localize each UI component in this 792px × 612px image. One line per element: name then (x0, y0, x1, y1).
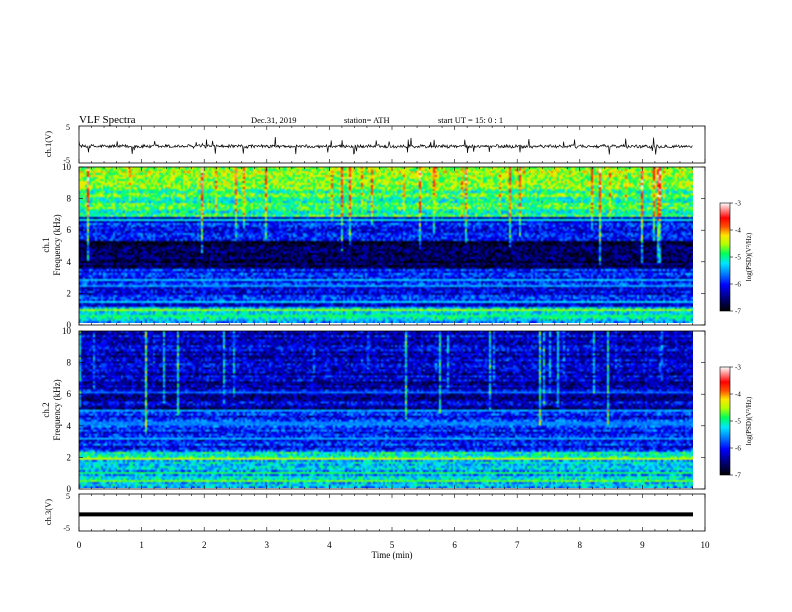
waveform-ch1-panel: 5 -5 ch.1(V) (43, 123, 706, 165)
x-tick-label: 10 (701, 540, 711, 550)
y-tick-label: 8 (67, 358, 72, 368)
y-tick-label: 8 (67, 194, 72, 204)
waveform-ch3-ytick-bottom: -5 (63, 524, 70, 533)
colorbar-ch1-ticks: -3 -4 -5 -6 -7 (730, 200, 741, 316)
x-tick-label: 4 (327, 540, 332, 550)
x-tick-label: 8 (578, 540, 583, 550)
colorbar-ch1-label: log(PSD)(V²/Hz) (745, 232, 753, 281)
spectrogram-ch2-image (79, 331, 693, 488)
colorbar-tick-label: -4 (735, 227, 741, 235)
waveform-ch1-ylabel: ch.1(V) (43, 131, 53, 157)
colorbar-tick-label: -7 (735, 472, 741, 480)
spectrogram-ch1-image (79, 167, 693, 323)
x-tick-label: 9 (640, 540, 645, 550)
colorbar-tick-label: -5 (735, 254, 741, 262)
colorbar-ch2 (719, 366, 731, 476)
colorbar-tick-label: -6 (735, 281, 741, 289)
x-tick-label: 6 (452, 540, 457, 550)
waveform-ch3-ytick-top: 5 (66, 492, 70, 501)
spectrogram-ch1-ylabel: Frequency (kHz) (52, 214, 62, 275)
colorbar-ch2-label: log(PSD)(V²/Hz) (745, 396, 753, 445)
start-time-label: start UT = 15: 0 : 1 (438, 115, 503, 125)
colorbar-tick-label: -3 (735, 200, 741, 208)
figure-title: VLF Spectra (79, 114, 136, 126)
colorbar-ch2-ticks: -3 -4 -5 -6 -7 (730, 364, 741, 480)
y-tick-label: 2 (67, 452, 72, 462)
waveform-ch3-ylabel: ch.3(V) (43, 499, 53, 525)
waveform-ch1-ytick-top: 5 (66, 123, 70, 132)
colorbar-tick-label: -6 (735, 445, 741, 453)
y-tick-label: 4 (67, 421, 72, 431)
spectrogram-ch2-xticks (78, 331, 706, 489)
x-tick-label: 3 (265, 540, 270, 550)
colorbar-tick-label: -7 (735, 308, 741, 316)
y-tick-label: 10 (62, 162, 72, 172)
waveform-ch1-frame (78, 125, 706, 164)
waveform-ch3-panel: 5 -5 ch.3(V) (43, 492, 706, 533)
spectrogram-ch1-xticks (78, 167, 706, 325)
colorbar-ch1 (719, 202, 731, 312)
x-tick-label: 1 (139, 540, 144, 550)
y-tick-label: 6 (67, 225, 72, 235)
waveform-ch3-ticks (78, 494, 706, 531)
x-tick-label: 0 (77, 540, 82, 550)
spectrogram-ch2-yticks: 0 2 4 6 8 10 (62, 326, 705, 494)
spectrogram-ch2-side-label: ch.2 (41, 402, 51, 417)
colorbar-tick-label: -5 (735, 418, 741, 426)
x-tick-label: 5 (390, 540, 395, 550)
y-tick-label: 4 (67, 257, 72, 267)
spectrogram-ch1-side-label: ch.1 (41, 237, 51, 252)
x-axis-label: Time (min) (372, 550, 413, 560)
y-tick-label: 0 (67, 484, 72, 494)
waveform-ch1-ticks (78, 126, 706, 163)
y-tick-label: 10 (62, 326, 72, 336)
waveform-ch1-trace (78, 136, 693, 155)
date-label: Dec.31, 2019 (251, 115, 297, 125)
station-label: station= ATH (344, 115, 390, 125)
x-axis-tick-labels: 0 1 2 3 4 5 6 7 8 9 10 (77, 540, 710, 550)
x-tick-label: 7 (515, 540, 520, 550)
colorbar-tick-label: -4 (735, 391, 741, 399)
y-tick-label: 2 (67, 288, 72, 298)
y-tick-label: 6 (67, 389, 72, 399)
spectrogram-ch1-yticks: 0 2 4 6 8 10 (62, 162, 705, 330)
x-tick-label: 2 (202, 540, 207, 550)
colorbar-tick-label: -3 (735, 364, 741, 372)
waveform-ch1-ytick-bottom: -5 (63, 156, 70, 165)
spectrogram-ch2-ylabel: Frequency (kHz) (52, 379, 62, 440)
y-tick-label: 0 (67, 320, 72, 330)
